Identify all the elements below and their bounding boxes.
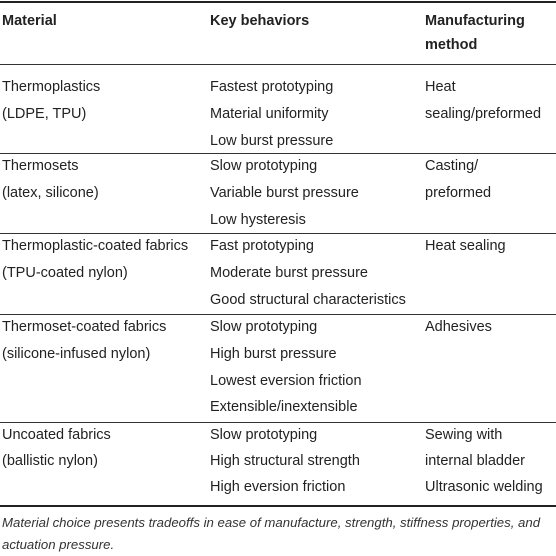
row2-material: Thermosets (2, 158, 79, 174)
row2-behavior: Variable burst pressure (210, 185, 359, 201)
row5-material-sub: (ballistic nylon) (2, 453, 98, 469)
table-top-rule (0, 1, 556, 3)
row1-method: Heat (425, 79, 456, 95)
header-method-line1: Manufacturing (425, 13, 525, 29)
row1-method: sealing/preformed (425, 106, 542, 122)
header-material: Material (2, 13, 57, 29)
row3-behavior: Fast prototyping (210, 238, 314, 254)
table-caption: Material choice presents tradeoffs in ea… (2, 515, 541, 552)
row3-behavior: Moderate burst pressure (210, 265, 368, 281)
row1-material-sub: (LDPE, TPU) (2, 106, 87, 122)
table-bottom-rule (0, 505, 556, 507)
row5-material: Uncoated fabrics (2, 427, 111, 443)
row3-material: Thermoplastic-coated fabrics (2, 238, 189, 254)
row2-method: Casting/ (425, 158, 479, 174)
row5-method: Sewing with (425, 427, 503, 443)
row5-method: Ultrasonic welding (425, 479, 543, 495)
row4-material: Thermoset-coated fabrics (2, 319, 167, 335)
header-key-behaviors: Key behaviors (210, 13, 310, 29)
row4-behavior: High burst pressure (210, 346, 337, 362)
header-method-line2: method (425, 37, 478, 53)
row1-behavior: Low burst pressure (210, 133, 334, 149)
row4-material-sub: (silicone-infused nylon) (2, 346, 151, 362)
row5-behavior: High eversion friction (210, 479, 346, 495)
row5-behavior: High structural strength (210, 453, 360, 469)
row5-method: internal bladder (425, 453, 525, 469)
row4-method: Adhesives (425, 319, 492, 335)
row3-method: Heat sealing (425, 238, 506, 254)
row5-behavior: Slow prototyping (210, 427, 318, 443)
row-divider (0, 314, 556, 315)
row2-behavior: Low hysteresis (210, 212, 306, 228)
row4-behavior: Extensible/inextensible (210, 399, 358, 415)
row2-material-sub: (latex, silicone) (2, 185, 99, 201)
row-divider (0, 422, 556, 423)
row1-behavior: Fastest prototyping (210, 79, 334, 95)
row4-behavior: Slow prototyping (210, 319, 318, 335)
row-divider (0, 233, 556, 234)
row4-behavior: Lowest eversion friction (210, 373, 362, 389)
row3-behavior: Good structural characteristics (210, 292, 406, 308)
header-bottom-rule (0, 64, 556, 65)
row1-material: Thermoplastics (2, 79, 101, 95)
row2-method: preformed (425, 185, 492, 201)
row2-behavior: Slow prototyping (210, 158, 318, 174)
row-divider (0, 153, 556, 154)
row3-material-sub: (TPU-coated nylon) (2, 265, 128, 281)
row1-behavior: Material uniformity (210, 106, 329, 122)
